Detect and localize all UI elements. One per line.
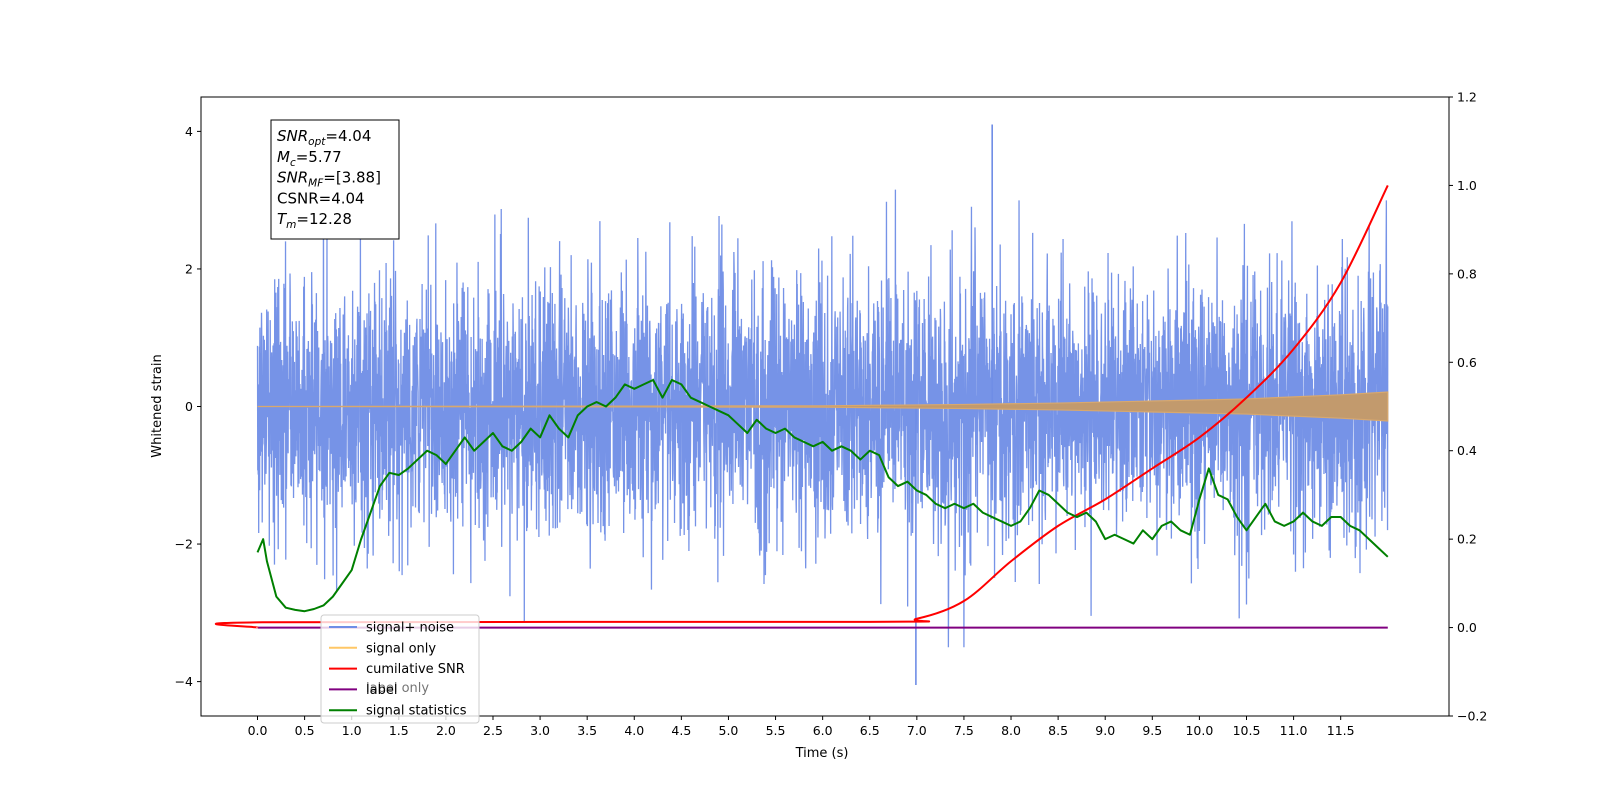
x-tick-label: 4.0 xyxy=(624,723,644,738)
y-tick-label: −4 xyxy=(175,674,193,689)
x-tick-label: 0.0 xyxy=(248,723,268,738)
y2-tick-label: 0.0 xyxy=(1457,620,1477,635)
x-tick-label: 3.0 xyxy=(530,723,550,738)
series-signal-only xyxy=(257,391,1389,422)
y2-tick-label: 0.6 xyxy=(1457,355,1477,370)
x-tick-label: 9.0 xyxy=(1095,723,1115,738)
y2-axis-ticks: −0.2 0.0 0.2 0.4 0.6 0.8 1.0 1.2 xyxy=(1449,90,1487,724)
y-tick-label: 0 xyxy=(185,399,193,414)
legend-label: signal statistics xyxy=(366,704,467,719)
legend-hidden-label: label only xyxy=(366,681,429,696)
series-signal-statistics xyxy=(256,378,1389,613)
x-tick-label: 1.5 xyxy=(389,723,409,738)
y2-tick-label: 0.4 xyxy=(1457,443,1477,458)
x-tick-label: 1.0 xyxy=(342,723,362,738)
series-line-signal-noise xyxy=(256,189,1389,648)
annotation-line: Mc=5.77 xyxy=(277,148,342,169)
annotation-line: SNRopt=4.04 xyxy=(277,127,371,148)
x-tick-label: 2.5 xyxy=(483,723,503,738)
y-tick-label: −2 xyxy=(175,537,193,552)
legend-label: signal+ noise xyxy=(366,621,454,636)
x-tick-label: 8.5 xyxy=(1048,723,1068,738)
y2-tick-label: 1.0 xyxy=(1457,178,1477,193)
series-band-signal-only xyxy=(257,391,1389,422)
x-tick-label: 10.5 xyxy=(1233,723,1261,738)
x-tick-label: 11.0 xyxy=(1280,723,1308,738)
legend-frame xyxy=(320,614,480,724)
x-axis-ticks: 0.0 0.5 1.0 1.5 2.0 2.5 3.0 3.5 4.0 4.5 5.0 5.5 6.0 6… xyxy=(248,716,1355,738)
y-axis-ticks: −4 −2 0 2 4 xyxy=(175,124,201,689)
y-tick-label: 4 xyxy=(185,124,193,139)
annotation-line: SNRMF=[3.88] xyxy=(277,169,381,190)
x-tick-label: 10.0 xyxy=(1185,723,1213,738)
y2-tick-label: −0.2 xyxy=(1457,709,1487,724)
legend: signal+ noise signal only cumilative SNR la… xyxy=(320,614,480,724)
series-signal-noise xyxy=(256,124,1389,686)
x-tick-label: 11.5 xyxy=(1327,723,1355,738)
x-tick-label: 4.5 xyxy=(671,723,691,738)
y2-tick-label: 1.2 xyxy=(1457,90,1477,105)
x-tick-label: 5.5 xyxy=(766,723,786,738)
series-line-cumulative-snr xyxy=(214,184,1389,629)
x-tick-label: 6.5 xyxy=(860,723,880,738)
x-tick-label: 5.0 xyxy=(719,723,739,738)
annotation-line: CSNR=4.04 xyxy=(277,189,365,207)
legend-label: cumilative SNR xyxy=(366,662,465,677)
legend-label: label xyxy=(366,683,397,698)
x-tick-label: 3.5 xyxy=(577,723,597,738)
y-tick-label: 2 xyxy=(185,261,193,276)
x-tick-label: 8.0 xyxy=(1001,723,1021,738)
x-tick-label: 6.0 xyxy=(813,723,833,738)
y2-tick-label: 0.8 xyxy=(1457,266,1477,281)
y-axis-label: Whitened strain xyxy=(150,354,165,457)
series-cumulative-snr xyxy=(214,184,1389,629)
series-line-signal-statistics xyxy=(256,378,1389,613)
x-tick-label: 7.0 xyxy=(907,723,927,738)
annotation-line: Tm=12.28 xyxy=(277,210,352,231)
x-tick-label: 9.5 xyxy=(1142,723,1162,738)
x-tick-label: 2.0 xyxy=(436,723,456,738)
x-tick-label: 7.5 xyxy=(954,723,974,738)
y2-tick-label: 0.2 xyxy=(1457,532,1477,547)
legend-label: signal only xyxy=(366,641,436,656)
x-tick-label: 0.5 xyxy=(295,723,315,738)
x-axis-label: Time (s) xyxy=(795,746,849,761)
